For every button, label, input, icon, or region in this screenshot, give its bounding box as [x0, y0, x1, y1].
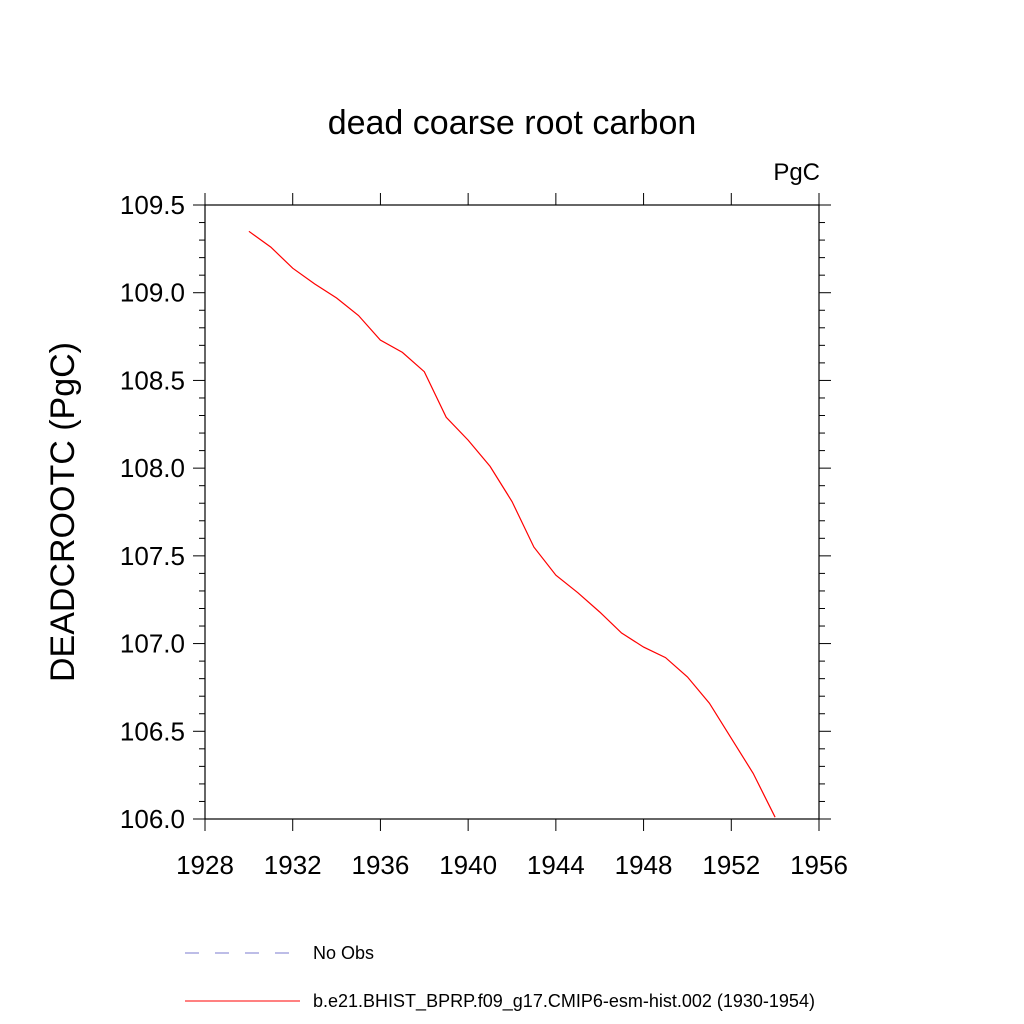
chart-title: dead coarse root carbon [328, 104, 697, 142]
x-tick-label: 1940 [439, 850, 497, 880]
axis-ticks: 106.0 106.5 107.0 107.5 108.0 108.5 109.0 109.5… [120, 190, 848, 880]
units-label: PgC [773, 159, 820, 186]
y-tick-label: 108.5 [120, 365, 185, 395]
y-tick-label: 109.5 [120, 190, 185, 220]
series-line [248, 230, 776, 818]
x-tick-label: 1948 [615, 850, 673, 880]
data-series [248, 230, 776, 818]
plot-frame [204, 204, 820, 820]
y-tick-label: 106.5 [120, 716, 185, 746]
y-axis-label: DEADCROOTC (PgC) [44, 342, 82, 682]
y-tick-label: 107.5 [120, 541, 185, 571]
x-tick-label: 1932 [264, 850, 322, 880]
y-tick-label: 107.0 [120, 629, 185, 659]
y-tick-label: 106.0 [120, 804, 185, 834]
legend-label-no-obs: No Obs [313, 943, 374, 963]
legend: No Obs b.e21.BHIST_BPRP.f09_g17.CMIP6-es… [185, 943, 815, 1012]
y-tick-label: 108.0 [120, 453, 185, 483]
x-tick-label: 1944 [527, 850, 585, 880]
x-tick-label: 1952 [702, 850, 760, 880]
y-tick-label: 109.0 [120, 278, 185, 308]
x-tick-label: 1928 [176, 850, 234, 880]
x-tick-label: 1936 [352, 850, 410, 880]
legend-label-model: b.e21.BHIST_BPRP.f09_g17.CMIP6-esm-hist.… [313, 991, 815, 1012]
x-tick-label: 1956 [790, 850, 848, 880]
